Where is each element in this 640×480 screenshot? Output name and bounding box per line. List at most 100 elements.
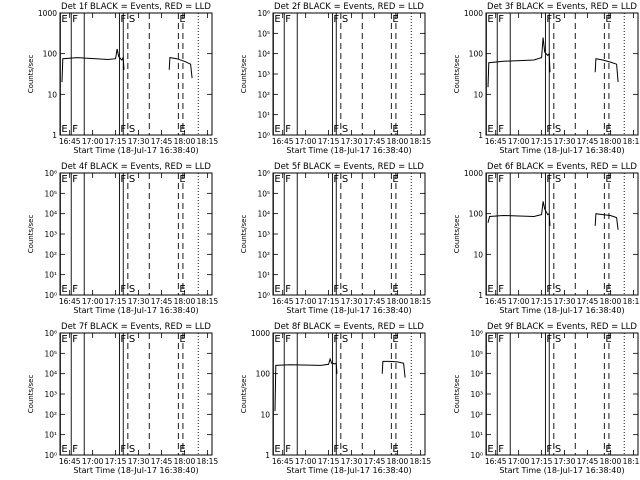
event-marker-label-top: F <box>333 14 339 25</box>
x-axis-label: Start Time (18-Jul-17 16:38:40) <box>73 306 198 315</box>
x-tick-label: 17:30 <box>128 457 150 466</box>
y-tick-label: 1 <box>52 131 57 140</box>
event-marker-label-bottom: E <box>274 284 280 295</box>
y-tick-label: 10³ <box>257 70 270 79</box>
y-tick-label: 10⁶ <box>470 329 483 338</box>
event-marker-label-bottom: E <box>605 284 611 295</box>
panel-title: Det 2f BLACK = Events, RED = LLD <box>274 2 424 12</box>
event-marker-label-bottom: E <box>487 444 493 455</box>
plot-frame <box>272 12 426 136</box>
plot-frame <box>485 172 639 296</box>
x-axis-label: Start Time (18-Jul-17 16:38:40) <box>499 306 624 315</box>
event-marker-label-bottom: S <box>342 284 348 295</box>
event-marker-label-top: S <box>129 174 135 185</box>
x-axis-label: Start Time (18-Jul-17 16:38:40) <box>286 306 411 315</box>
event-marker-label-top: E <box>392 334 398 345</box>
y-tick-label: 10⁴ <box>44 370 57 379</box>
x-tick-label: 17:45 <box>151 297 173 306</box>
y-tick-label: 10⁴ <box>257 210 270 219</box>
y-tick-label: 10³ <box>44 230 57 239</box>
event-marker-label-top: F <box>120 174 126 185</box>
event-marker-label-bottom: F <box>72 444 78 455</box>
y-tick-label: 10⁴ <box>257 50 270 59</box>
y-tick-label: 10⁴ <box>44 210 57 219</box>
y-tick-label: 10² <box>44 410 57 419</box>
event-marker-label-bottom: F <box>546 444 552 455</box>
y-tick-label: 10⁰ <box>470 451 483 460</box>
event-marker-label-top: F <box>333 174 339 185</box>
panel-title: Det 4f BLACK = Events, RED = LLD <box>61 162 211 172</box>
event-marker-label-top: E <box>179 174 185 185</box>
detector-panel-2: Det 2f BLACK = Events, RED = LLD 10⁰ 10¹ 10… <box>240 2 431 155</box>
event-marker-label-top: S <box>342 334 348 345</box>
y-tick-label: 10¹ <box>470 431 483 440</box>
x-tick-label: 17:45 <box>577 137 599 146</box>
event-marker-label-top: E <box>179 14 185 25</box>
event-marker-label-top: E <box>487 334 493 345</box>
x-tick-label: 16:45 <box>59 297 81 306</box>
x-tick-label: 17:45 <box>364 457 386 466</box>
event-marker-label-bottom: F <box>285 124 291 135</box>
y-tick-label: 10 <box>260 410 270 419</box>
x-tick-label: 16:45 <box>485 457 507 466</box>
event-marker-label-top: E <box>392 174 398 185</box>
x-tick-label: 17:45 <box>577 297 599 306</box>
event-marker-label-top: F <box>546 334 552 345</box>
x-tick-label: 17:00 <box>508 137 530 146</box>
event-marker-label-top: E <box>274 174 280 185</box>
x-tick-label: 17:15 <box>318 457 340 466</box>
y-tick-label: 10 <box>473 250 483 259</box>
x-tick-label: 17:45 <box>364 297 386 306</box>
event-marker-label-top: F <box>120 334 126 345</box>
panel-title: Det 6f BLACK = Events, RED = LLD <box>487 162 637 172</box>
event-marker-label-bottom: E <box>274 444 280 455</box>
x-tick-label: 17:30 <box>554 297 576 306</box>
x-tick-label: 17:45 <box>364 137 386 146</box>
x-tick-label: 17:45 <box>577 457 599 466</box>
event-marker-label-bottom: F <box>120 444 126 455</box>
y-tick-label: 100 <box>469 210 484 219</box>
event-marker-label-bottom: F <box>285 284 291 295</box>
y-tick-label: 10⁵ <box>257 189 270 198</box>
events-series-line <box>61 48 125 83</box>
y-tick-label: 10¹ <box>44 271 57 280</box>
y-tick-label: 1000 <box>38 9 57 18</box>
y-tick-label: 10⁰ <box>257 131 270 140</box>
y-tick-label: 10² <box>44 250 57 259</box>
y-tick-label: 1 <box>478 291 483 300</box>
event-marker-label-top: S <box>555 14 561 25</box>
event-marker-label-bottom: E <box>392 444 398 455</box>
event-marker-label-top: F <box>120 14 126 25</box>
x-tick-label: 18:00 <box>174 457 196 466</box>
plot-frame <box>272 172 426 296</box>
event-marker-label-bottom: F <box>498 284 504 295</box>
x-tick-label: 18:15 <box>623 457 640 466</box>
event-marker-label-top: E <box>487 174 493 185</box>
x-tick-label: 17:15 <box>105 137 127 146</box>
events-series-line <box>274 357 338 412</box>
event-marker-label-bottom: S <box>342 124 348 135</box>
y-tick-label: 10³ <box>257 230 270 239</box>
event-marker-label-bottom: F <box>546 124 552 135</box>
event-marker-label-top: E <box>274 334 280 345</box>
event-marker-label-top: E <box>605 174 611 185</box>
x-tick-label: 18:15 <box>623 137 640 146</box>
x-tick-label: 17:15 <box>531 137 553 146</box>
detector-panel-3: Det 3f BLACK = Events, RED = LLD 1 10 100 10… <box>453 2 640 155</box>
y-axis-label: Counts/sec <box>27 215 35 254</box>
events-series-line <box>381 360 406 378</box>
y-axis-label: Counts/sec <box>453 55 461 94</box>
x-tick-label: 16:45 <box>485 297 507 306</box>
detector-panel-9: Det 9f BLACK = Events, RED = LLD 10⁰ 10¹ 10… <box>453 322 640 475</box>
x-tick-label: 18:00 <box>387 137 409 146</box>
events-series-line <box>594 58 619 83</box>
x-tick-label: 17:00 <box>295 137 317 146</box>
event-marker-label-top: F <box>498 174 504 185</box>
x-axis-label: Start Time (18-Jul-17 16:38:40) <box>499 146 624 155</box>
detector-panel-4: Det 4f BLACK = Events, RED = LLD 10⁰ 10¹ 10… <box>27 162 218 315</box>
x-tick-label: 18:15 <box>410 457 432 466</box>
event-marker-label-top: S <box>555 334 561 345</box>
x-tick-label: 18:15 <box>197 297 219 306</box>
detector-panel-6: Det 6f BLACK = Events, RED = LLD 1 10 100 10… <box>453 162 640 315</box>
